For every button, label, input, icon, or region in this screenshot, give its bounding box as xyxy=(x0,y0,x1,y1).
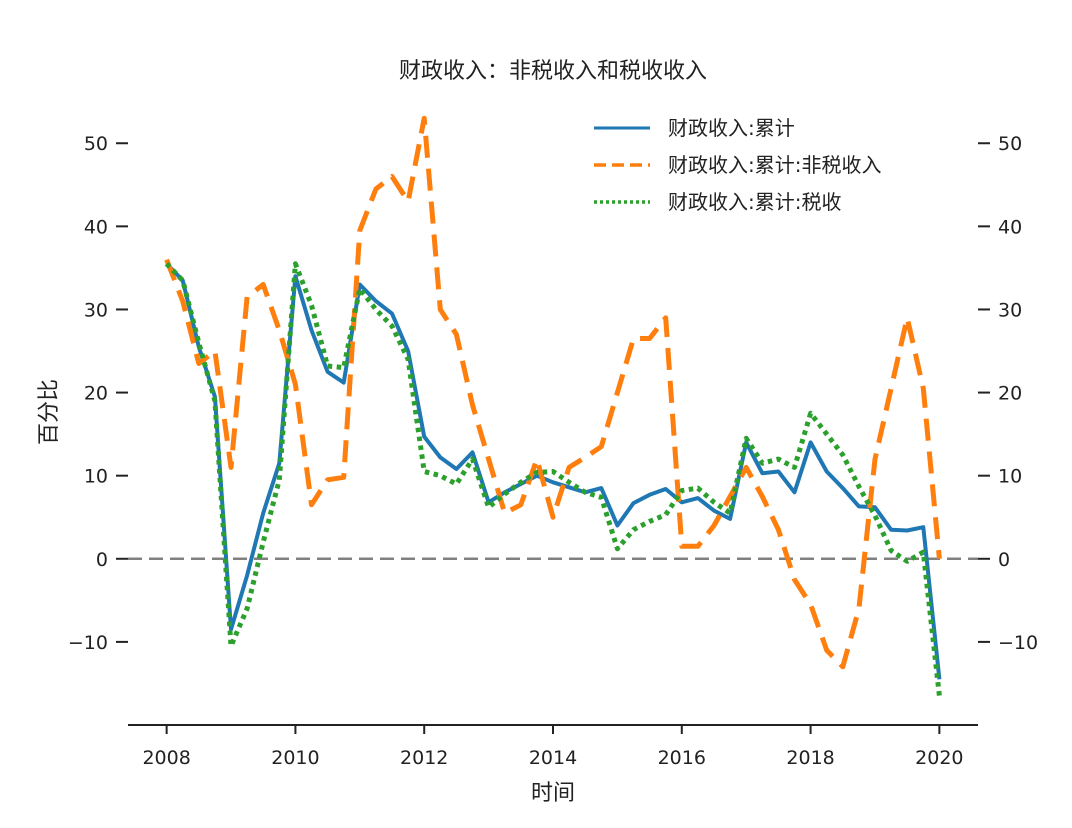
x-axis-title: 时间 xyxy=(531,781,575,806)
series-line-nontax xyxy=(164,115,942,670)
y-tick-label-left: 10 xyxy=(84,466,108,488)
y-tick-label-right: 0 xyxy=(998,549,1010,571)
x-tick-label: 2010 xyxy=(271,747,319,769)
legend-label-nontax: 财政收入:累计:非税收入 xyxy=(668,153,881,177)
series-line-tax xyxy=(164,261,942,697)
y-tick-label-left: 20 xyxy=(84,383,108,405)
x-axis-ticks: 2008 2010 2012 2014 2016 2018 2020 xyxy=(142,725,964,769)
x-tick-label: 2016 xyxy=(658,747,706,769)
x-tick-label: 2012 xyxy=(400,747,448,769)
y-axis-left-ticks: −10 0 10 20 30 40 50 xyxy=(68,133,128,654)
chart-title: 财政收入：非税收入和税收收入 xyxy=(399,59,707,84)
x-tick-label: 2014 xyxy=(529,747,577,769)
legend-label-total: 财政收入:累计 xyxy=(668,116,795,140)
legend-label-tax: 财政收入:累计:税收 xyxy=(668,190,841,214)
series-layer xyxy=(164,115,942,697)
x-tick-label: 2020 xyxy=(915,747,963,769)
y-tick-label-left: 50 xyxy=(84,133,108,155)
y-tick-label-right: −10 xyxy=(998,632,1038,654)
y-axis-right-ticks: −10 0 10 20 30 40 50 xyxy=(978,133,1038,654)
y-tick-label-left: 0 xyxy=(96,549,108,571)
x-tick-label: 2018 xyxy=(786,747,834,769)
y-tick-label-left: −10 xyxy=(68,632,108,654)
y-tick-label-right: 50 xyxy=(998,133,1022,155)
y-tick-label-left: 30 xyxy=(84,299,108,321)
y-axis-title: 百分比 xyxy=(37,379,62,445)
y-tick-label-right: 40 xyxy=(998,216,1022,238)
y-tick-label-left: 40 xyxy=(84,216,108,238)
y-tick-label-right: 20 xyxy=(998,383,1022,405)
y-tick-label-right: 30 xyxy=(998,299,1022,321)
y-tick-label-right: 10 xyxy=(998,466,1022,488)
x-tick-label: 2008 xyxy=(142,747,190,769)
series-line-total xyxy=(165,262,942,680)
